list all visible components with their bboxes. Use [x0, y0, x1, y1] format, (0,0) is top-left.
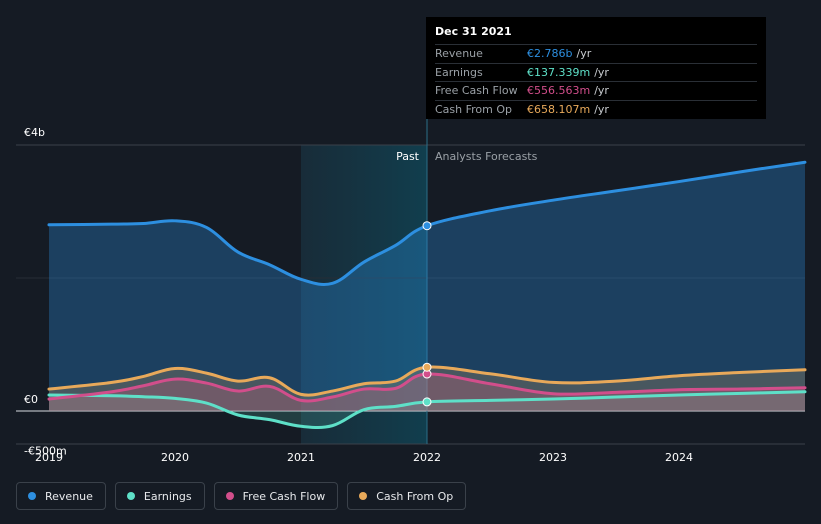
- tooltip-label: Free Cash Flow: [435, 84, 518, 98]
- legend-label: Cash From Op: [376, 489, 454, 503]
- y-tick-label: €0: [24, 393, 38, 406]
- y-tick-label: -€500m: [24, 444, 67, 457]
- tooltip-unit: /yr: [576, 47, 592, 61]
- legend-label: Revenue: [45, 489, 93, 503]
- forecast-label: Analysts Forecasts: [435, 150, 538, 163]
- past-label: Past: [396, 150, 420, 163]
- tooltip-label: Revenue: [435, 47, 483, 61]
- legend-dot-icon: [359, 492, 368, 500]
- tooltip: Dec 31 2021 Revenue €2.786b /yr Earnings…: [426, 17, 766, 119]
- legend-item-cash-from-op[interactable]: Cash From Op: [347, 482, 467, 510]
- tooltip-date: Dec 31 2021: [435, 25, 512, 38]
- tooltip-value: €556.563m: [527, 84, 591, 98]
- legend-label: Free Cash Flow: [242, 489, 326, 503]
- x-tick-label: 2019: [35, 451, 63, 464]
- legend-item-revenue[interactable]: Revenue: [16, 482, 106, 510]
- tooltip-row-free-cash-flow: Free Cash Flow €556.563m /yr: [435, 81, 757, 100]
- x-tick-label: 2022: [413, 451, 441, 464]
- legend-item-earnings[interactable]: Earnings: [114, 482, 205, 510]
- tooltip-row-earnings: Earnings €137.339m /yr: [435, 62, 757, 82]
- tooltip-unit: /yr: [594, 102, 609, 116]
- area-cash-from-op: [49, 367, 805, 411]
- legend-dot-icon: [28, 492, 36, 500]
- area-earnings: [49, 391, 805, 428]
- area-free-cash-flow: [49, 373, 805, 411]
- line-earnings: [47, 390, 807, 429]
- tooltip-value: €2.786b: [527, 47, 573, 61]
- tooltip-label: Earnings: [435, 65, 483, 79]
- line-cash-from-op: [47, 365, 807, 397]
- area-revenue: [49, 162, 805, 411]
- tooltip-unit: /yr: [594, 65, 609, 79]
- x-tick-label: 2021: [287, 451, 315, 464]
- tooltip-row-revenue: Revenue €2.786b /yr: [435, 44, 757, 63]
- legend-label: Earnings: [143, 489, 192, 503]
- tooltip-value: €658.107m: [527, 102, 591, 116]
- x-tick-label: 2023: [539, 451, 567, 464]
- y-tick-label: €4b: [24, 126, 45, 139]
- legend-dot-icon: [126, 492, 135, 500]
- legend-item-free-cash-flow[interactable]: Free Cash Flow: [213, 482, 339, 510]
- legend-dot-icon: [225, 492, 234, 500]
- hover-point-revenue: [422, 221, 432, 231]
- x-tick-label: 2020: [161, 451, 189, 464]
- tooltip-value: €137.339m: [527, 65, 591, 79]
- tooltip-label: Cash From Op: [435, 102, 513, 116]
- x-tick-label: 2024: [665, 451, 693, 464]
- line-free-cash-flow: [47, 372, 807, 403]
- legend: Revenue Earnings Free Cash Flow Cash Fro…: [16, 482, 467, 510]
- tooltip-row-cash-from-op: Cash From Op €658.107m /yr: [435, 99, 757, 119]
- line-revenue: [47, 160, 807, 286]
- hover-point-cash-from-op: [422, 362, 432, 372]
- tooltip-unit: /yr: [594, 84, 609, 98]
- hover-point-earnings: [422, 397, 432, 407]
